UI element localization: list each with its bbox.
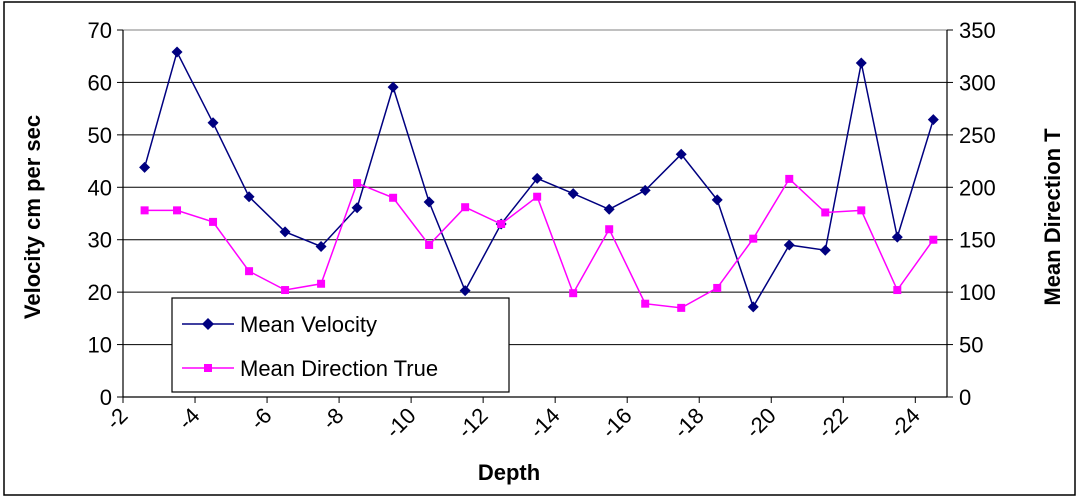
direction-point <box>461 203 470 212</box>
velocity-point <box>711 194 723 206</box>
direction-point <box>245 267 254 276</box>
velocity-point <box>279 226 291 238</box>
right-tick-label: 50 <box>959 333 983 358</box>
direction-point <box>389 193 398 202</box>
velocity-point <box>891 231 903 243</box>
left-tick-label: 20 <box>88 280 112 305</box>
velocity-point <box>603 203 615 215</box>
legend-label-direction: Mean Direction True <box>240 356 438 381</box>
direction-point <box>209 217 218 226</box>
right-tick-label: 350 <box>959 18 996 43</box>
velocity-point <box>819 244 831 256</box>
velocity-point <box>567 188 579 200</box>
direction-point <box>140 206 149 215</box>
velocity-point <box>207 117 219 129</box>
velocity-point <box>315 241 327 253</box>
legend-marker-direction <box>204 364 212 372</box>
legend-marker-velocity <box>202 318 214 330</box>
direction-point <box>677 303 686 312</box>
direction-point <box>929 235 938 244</box>
direction-point <box>569 289 578 298</box>
left-tick-label: 40 <box>88 175 112 200</box>
velocity-point <box>171 46 183 58</box>
left-tick-label: 10 <box>88 333 112 358</box>
x-axis-title: Depth <box>478 460 540 485</box>
right-y-tick-labels: 0 50 100 150 200 250 300 350 <box>959 18 996 410</box>
velocity-point <box>351 202 363 214</box>
right-tick-label: 150 <box>959 228 996 253</box>
left-tick-label: 70 <box>88 18 112 43</box>
velocity-point <box>855 57 867 69</box>
direction-point <box>605 225 614 234</box>
legend: Mean Velocity Mean Direction True <box>171 297 510 393</box>
left-tick-label: 0 <box>100 385 112 410</box>
direction-point <box>317 279 326 288</box>
left-y-tick-labels: 0 10 20 30 40 50 60 70 <box>88 18 112 410</box>
velocity-point <box>747 301 759 313</box>
direction-point <box>713 283 722 292</box>
direction-point <box>173 206 182 215</box>
right-tick-label: 300 <box>959 70 996 95</box>
legend-box <box>171 297 510 393</box>
right-tick-label: 0 <box>959 385 971 410</box>
legend-label-velocity: Mean Velocity <box>240 312 377 337</box>
left-tick-label: 30 <box>88 228 112 253</box>
chart-border <box>3 1 1076 496</box>
direction-point <box>857 206 866 215</box>
direction-point <box>425 240 434 249</box>
series-layer <box>139 46 939 313</box>
axes <box>117 29 953 403</box>
right-tick-label: 200 <box>959 175 996 200</box>
velocity-point <box>783 239 795 251</box>
velocity-point <box>243 191 255 203</box>
velocity-point <box>459 285 471 297</box>
direction-point <box>281 286 290 295</box>
direction-point <box>749 234 758 243</box>
velocity-point <box>139 161 151 173</box>
direction-point <box>497 219 506 228</box>
direction-point <box>785 174 794 183</box>
direction-point <box>353 179 362 188</box>
direction-point <box>893 286 902 295</box>
velocity-point <box>423 196 435 208</box>
direction-point <box>641 299 650 308</box>
direction-point <box>533 192 542 201</box>
velocity-point <box>927 114 939 126</box>
direction-point <box>821 208 830 217</box>
y-axis-title: Velocity cm per sec <box>20 115 45 319</box>
right-tick-label: 100 <box>959 280 996 305</box>
velocity-point <box>639 184 651 196</box>
velocity-point <box>531 172 543 184</box>
left-tick-label: 60 <box>88 70 112 95</box>
velocity-point <box>675 148 687 160</box>
velocity-point <box>387 81 399 93</box>
y2-axis-title: Mean Direction T <box>1040 128 1065 306</box>
left-tick-label: 50 <box>88 123 112 148</box>
right-tick-label: 250 <box>959 123 996 148</box>
